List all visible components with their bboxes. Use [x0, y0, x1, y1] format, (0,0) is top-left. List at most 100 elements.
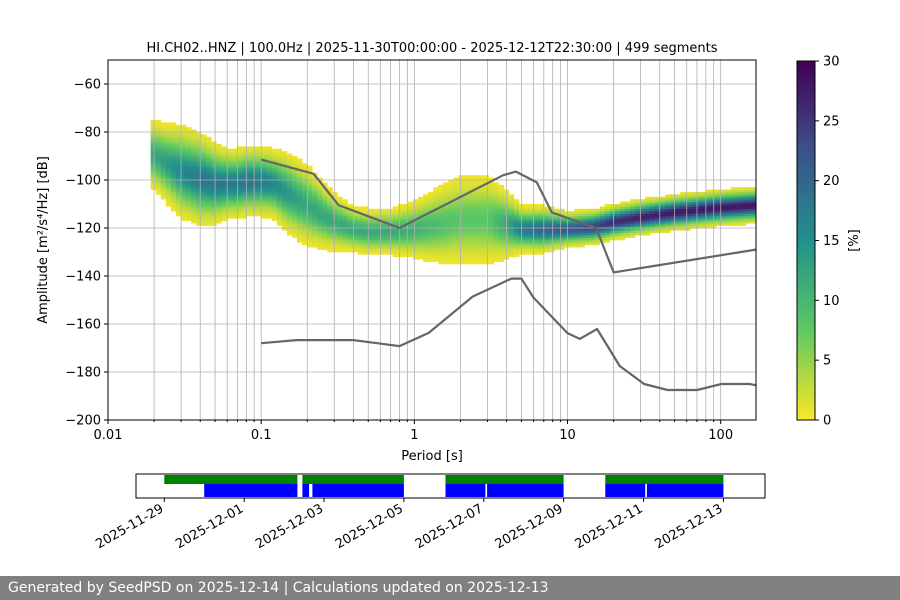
heatmap-cell	[453, 220, 459, 224]
heatmap-cell	[352, 218, 358, 222]
heatmap-cell	[206, 206, 212, 210]
heatmap-cell	[443, 196, 449, 200]
colorbar-band	[797, 114, 815, 119]
heatmap-cell	[529, 216, 535, 219]
heatmap-cell	[529, 218, 535, 222]
heatmap-cell	[443, 225, 449, 229]
heatmap-cell	[407, 211, 414, 214]
heatmap-cell	[231, 163, 237, 166]
heatmap-cell	[211, 220, 217, 224]
heatmap-cell	[180, 216, 187, 219]
heatmap-cell	[650, 196, 656, 200]
heatmap-cell	[337, 249, 343, 253]
heatmap-cell	[201, 223, 207, 226]
colorbar-band	[797, 236, 815, 241]
heatmap-cell	[639, 213, 646, 217]
heatmap-cell	[362, 242, 368, 246]
heatmap-cell	[493, 192, 500, 195]
plot-frame	[107, 59, 757, 421]
psd-coverage-bar	[312, 484, 404, 497]
heatmap-cell	[206, 144, 212, 147]
heatmap-cell	[483, 232, 490, 236]
heatmap-cell	[423, 247, 429, 250]
heatmap-cell	[206, 151, 212, 154]
heatmap-cell	[206, 204, 212, 207]
heatmap-cell	[438, 247, 444, 250]
heatmap-cell	[281, 187, 288, 190]
heatmap-cell	[165, 156, 172, 159]
heatmap-cell	[614, 220, 621, 224]
heatmap-cell	[191, 175, 197, 178]
heatmap-cell	[463, 225, 469, 229]
heatmap-cell	[150, 165, 157, 169]
heatmap-cell	[428, 247, 434, 250]
heatmap-cell	[392, 218, 399, 222]
heatmap-cell	[155, 170, 162, 174]
heatmap-cell	[650, 206, 656, 210]
colorbar-band	[797, 258, 815, 263]
heatmap-cell	[534, 216, 540, 219]
heatmap-cell	[655, 213, 661, 217]
heatmap-cell	[337, 216, 343, 219]
heatmap-cell	[175, 196, 182, 200]
heatmap-cell	[367, 252, 374, 255]
heatmap-cell	[423, 206, 429, 210]
heatmap-cell	[458, 187, 464, 190]
heatmap-cell	[523, 225, 530, 229]
heatmap-cell	[629, 216, 636, 219]
heatmap-cell	[196, 165, 202, 169]
heatmap-cell	[685, 208, 691, 212]
heatmap-cell	[574, 216, 580, 219]
heatmap-cell	[508, 225, 515, 229]
heatmap-cell	[180, 141, 187, 145]
heatmap-cell	[675, 213, 681, 217]
heatmap-cell	[599, 208, 606, 212]
heatmap-cell	[483, 259, 490, 262]
heatmap-cell	[493, 187, 500, 190]
heatmap-cell	[337, 201, 343, 205]
heatmap-cell	[705, 206, 711, 210]
heatmap-cell	[599, 220, 606, 224]
heatmap-cell	[604, 235, 611, 238]
heatmap-cell	[594, 242, 601, 246]
heatmap-cell	[529, 237, 535, 241]
heatmap-cell	[296, 208, 303, 212]
heatmap-cell	[488, 208, 495, 212]
heatmap-cell	[594, 223, 601, 226]
heatmap-cell	[201, 163, 207, 166]
heatmap-cell	[700, 194, 706, 198]
heatmap-cell	[549, 225, 555, 229]
heatmap-cell	[307, 196, 313, 200]
heatmap-cell	[488, 189, 495, 193]
heatmap-cell	[720, 213, 727, 217]
noise-model-nhnm	[260, 158, 756, 274]
heatmap-cell	[342, 244, 348, 248]
heatmap-cell	[397, 223, 404, 226]
heatmap-cell	[216, 144, 222, 147]
heatmap-cell	[413, 242, 419, 246]
heatmap-cell	[745, 196, 752, 200]
heatmap-cell	[256, 206, 263, 210]
heatmap-cell	[559, 235, 565, 238]
heatmap-cell	[302, 168, 308, 171]
heatmap-cell	[160, 136, 167, 140]
heatmap-cell	[402, 254, 409, 258]
heatmap-cell	[544, 206, 550, 210]
heatmap-cell	[735, 220, 742, 224]
heatmap-cell	[473, 182, 479, 186]
heatmap-cell	[634, 223, 641, 226]
heatmap-cell	[468, 213, 474, 217]
heatmap-cell	[180, 201, 187, 205]
heatmap-cell	[165, 194, 172, 198]
heatmap-cell	[483, 218, 490, 222]
heatmap-cell	[544, 218, 550, 222]
heatmap-cell	[458, 189, 464, 193]
heatmap-cell	[241, 208, 247, 212]
heatmap-cell	[155, 187, 162, 190]
colorbar-band	[797, 279, 815, 284]
heatmap-cell	[291, 165, 298, 169]
heatmap-cell	[594, 220, 601, 224]
psd-coverage-bar	[302, 484, 310, 497]
heatmap-cell	[347, 211, 353, 214]
heatmap-cell	[418, 228, 424, 231]
